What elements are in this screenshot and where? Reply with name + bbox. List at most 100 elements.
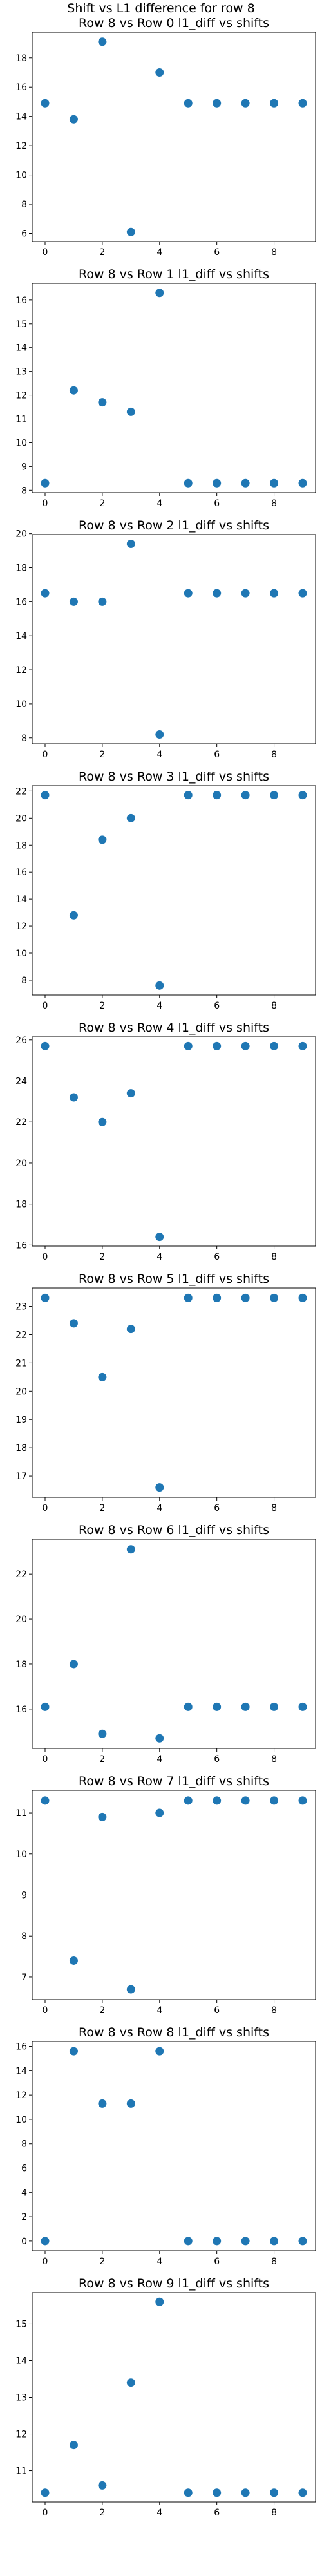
x-tick-label: 0 xyxy=(43,2508,48,2518)
y-tick-label: 13 xyxy=(15,367,27,377)
x-tick-label: 4 xyxy=(156,2005,162,2016)
y-tick-label: 26 xyxy=(15,1036,27,1046)
data-point xyxy=(155,981,164,990)
data-point xyxy=(241,1041,250,1050)
y-tick-label: 12 xyxy=(15,665,27,676)
x-tick-label: 8 xyxy=(271,1252,277,1262)
x-tick-label: 2 xyxy=(99,2257,105,2267)
y-tick-label: 22 xyxy=(15,1330,27,1340)
data-point xyxy=(155,2047,164,2056)
y-tick-label: 18 xyxy=(15,1443,27,1454)
plot-frame xyxy=(32,1539,316,1749)
data-point xyxy=(298,1796,307,1805)
subplot-title: Row 8 vs Row 3 l1_diff vs shifts xyxy=(79,770,269,784)
data-point xyxy=(41,2237,50,2246)
data-point xyxy=(126,813,135,822)
data-point xyxy=(69,115,78,124)
data-point xyxy=(298,1041,307,1050)
data-point xyxy=(98,835,107,844)
data-point xyxy=(298,1293,307,1302)
y-tick-label: 16 xyxy=(15,2042,27,2052)
data-point xyxy=(270,791,279,800)
y-tick-label: 7 xyxy=(21,1973,27,1983)
y-tick-label: 8 xyxy=(21,976,27,986)
subplot-3: Row 8 vs Row 3 l1_diff vs shifts 0 2 4 6 8 8 10… xyxy=(15,770,316,1011)
x-tick-label: 4 xyxy=(156,2257,162,2267)
data-point xyxy=(241,478,250,488)
data-point xyxy=(298,478,307,488)
x-tick-label: 0 xyxy=(43,1754,48,1765)
data-point xyxy=(213,99,222,108)
x-tick-label: 8 xyxy=(271,750,277,760)
data-point xyxy=(41,99,50,108)
data-point xyxy=(69,2047,78,2056)
x-tick-label: 0 xyxy=(43,1252,48,1262)
data-point xyxy=(213,478,222,488)
y-tick-label: 18 xyxy=(15,53,27,64)
y-tick-label: 10 xyxy=(15,2115,27,2125)
y-tick-label: 23 xyxy=(15,1302,27,1312)
y-tick-label: 11 xyxy=(15,2467,27,2477)
data-point xyxy=(298,2237,307,2246)
data-point xyxy=(213,1702,222,1711)
x-tick-label: 2 xyxy=(99,1001,105,1011)
subplot-8: Row 8 vs Row 8 l1_diff vs shifts 0 2 4 6 8 0 2 4… xyxy=(15,2025,316,2267)
y-tick-label: 22 xyxy=(15,1117,27,1128)
x-tick-label: 6 xyxy=(214,1503,220,1513)
x-tick-label: 0 xyxy=(43,247,48,258)
y-tick-label: 12 xyxy=(15,2090,27,2101)
data-point xyxy=(126,1325,135,1334)
data-point xyxy=(213,589,222,598)
y-tick-label: 17 xyxy=(15,1472,27,1482)
data-point xyxy=(126,540,135,549)
data-point xyxy=(213,1041,222,1050)
y-tick-label: 14 xyxy=(15,112,27,122)
x-tick-label: 2 xyxy=(99,1503,105,1513)
data-point xyxy=(126,407,135,416)
data-point xyxy=(298,589,307,598)
data-point xyxy=(98,1372,107,1381)
x-tick-label: 6 xyxy=(214,247,220,258)
x-tick-label: 2 xyxy=(99,2508,105,2518)
subplot-title: Row 8 vs Row 5 l1_diff vs shifts xyxy=(79,1272,269,1286)
x-tick-label: 6 xyxy=(214,1754,220,1765)
x-tick-label: 4 xyxy=(156,2508,162,2518)
x-tick-label: 4 xyxy=(156,247,162,258)
data-point xyxy=(270,1702,279,1711)
subplot-2: Row 8 vs Row 2 l1_diff vs shifts 0 2 4 6 8 8 10… xyxy=(15,518,316,760)
data-point xyxy=(41,589,50,598)
y-tick-label: 8 xyxy=(21,486,27,496)
data-point xyxy=(184,2488,193,2497)
data-point xyxy=(270,1041,279,1050)
plot-frame xyxy=(32,32,316,242)
subplot-title: Row 8 vs Row 9 l1_diff vs shifts xyxy=(79,2277,269,2291)
data-point xyxy=(184,1796,193,1805)
data-point xyxy=(126,1089,135,1098)
y-tick-label: 16 xyxy=(15,296,27,306)
plot-frame xyxy=(32,1036,316,1247)
y-tick-label: 10 xyxy=(15,699,27,710)
y-tick-label: 11 xyxy=(15,415,27,425)
plot-frame xyxy=(32,1287,316,1498)
data-point xyxy=(213,1293,222,1302)
x-tick-label: 2 xyxy=(99,1252,105,1262)
y-tick-label: 8 xyxy=(21,734,27,744)
data-point xyxy=(184,589,193,598)
data-point xyxy=(241,1293,250,1302)
x-tick-label: 6 xyxy=(214,1001,220,1011)
subplot-title: Row 8 vs Row 1 l1_diff vs shifts xyxy=(79,267,269,281)
x-tick-label: 8 xyxy=(271,2257,277,2267)
x-tick-label: 0 xyxy=(43,1001,48,1011)
y-tick-label: 11 xyxy=(15,1808,27,1819)
data-point xyxy=(98,37,107,46)
x-tick-label: 4 xyxy=(156,1252,162,1262)
y-tick-label: 20 xyxy=(15,1159,27,1169)
y-tick-label: 20 xyxy=(15,813,27,824)
data-point xyxy=(98,1117,107,1126)
subplot-7: Row 8 vs Row 7 l1_diff vs shifts 0 2 4 6 8 7 8 9… xyxy=(15,1774,316,2016)
y-tick-label: 13 xyxy=(15,2393,27,2403)
y-tick-label: 12 xyxy=(15,391,27,401)
y-tick-label: 14 xyxy=(15,631,27,641)
y-tick-label: 16 xyxy=(15,867,27,878)
y-tick-label: 18 xyxy=(15,1660,27,1670)
